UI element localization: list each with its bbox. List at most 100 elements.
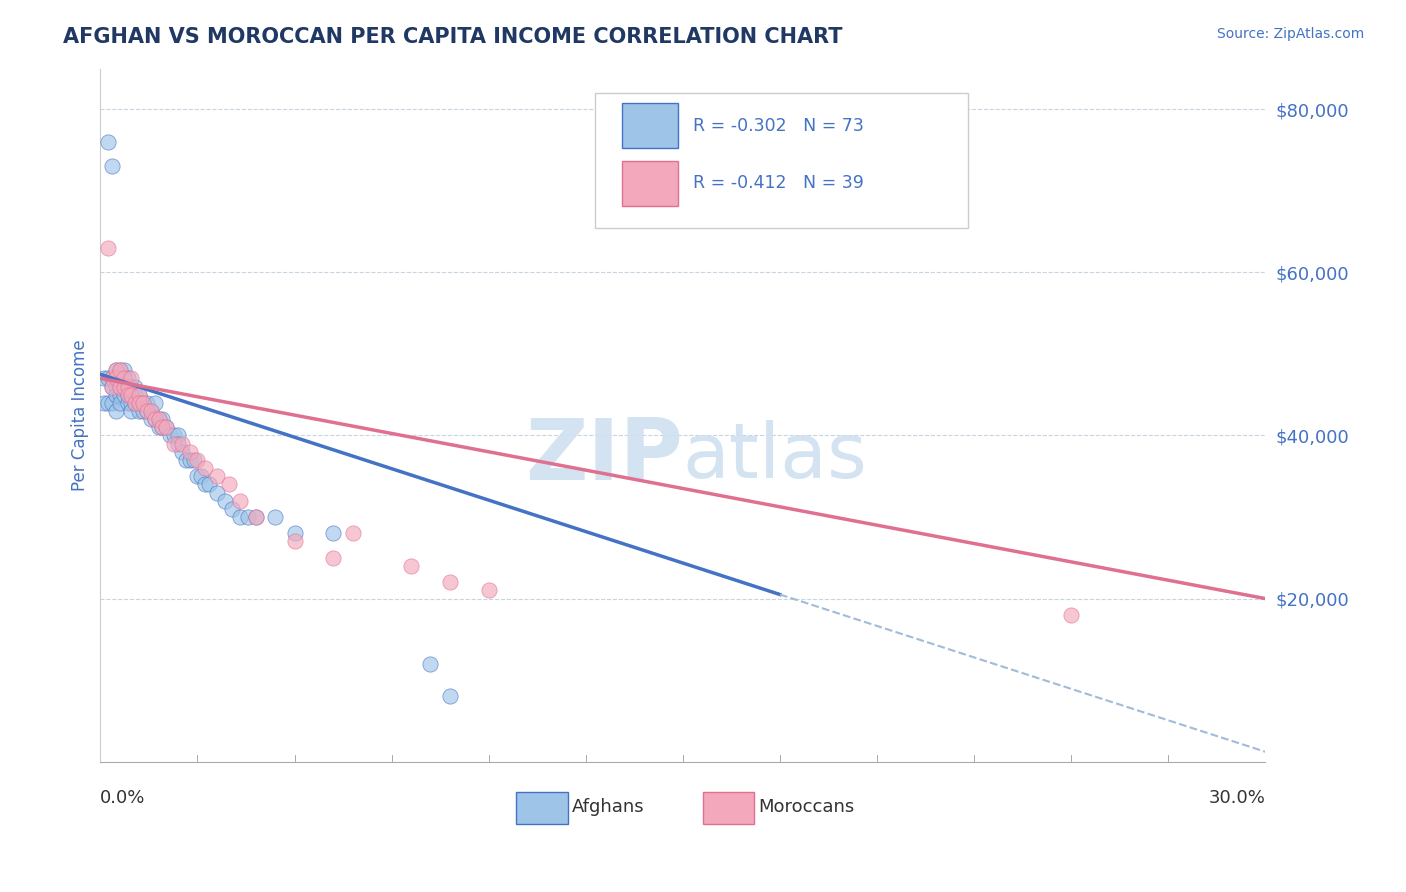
Point: [117, 379, 139, 393]
Point: [198, 477, 221, 491]
Point: [128, 387, 150, 401]
Point: [101, 160, 124, 174]
Point: [152, 420, 174, 434]
FancyBboxPatch shape: [596, 93, 969, 228]
Point: [93, 396, 115, 410]
Point: [139, 404, 162, 418]
Point: [136, 404, 159, 418]
Point: [245, 510, 267, 524]
Point: [183, 453, 205, 467]
Point: [236, 510, 259, 524]
Point: [322, 550, 344, 565]
FancyBboxPatch shape: [623, 161, 678, 206]
Point: [155, 420, 177, 434]
Point: [190, 469, 212, 483]
Point: [143, 412, 166, 426]
Point: [104, 379, 127, 393]
Point: [97, 371, 120, 385]
Point: [205, 485, 228, 500]
Text: 0.0%: 0.0%: [100, 789, 146, 807]
Point: [439, 575, 461, 590]
Point: [104, 371, 127, 385]
Point: [152, 412, 174, 426]
Point: [132, 396, 155, 410]
Point: [101, 379, 124, 393]
Point: [108, 379, 131, 393]
Point: [221, 501, 243, 516]
Point: [112, 363, 135, 377]
Point: [120, 404, 142, 418]
FancyBboxPatch shape: [703, 792, 754, 824]
Point: [101, 396, 124, 410]
Point: [218, 477, 240, 491]
Point: [124, 387, 146, 401]
Point: [108, 371, 131, 385]
Point: [108, 379, 131, 393]
Point: [104, 387, 127, 401]
Point: [194, 461, 217, 475]
Point: [1060, 607, 1083, 622]
Point: [264, 510, 287, 524]
Text: ZIP: ZIP: [524, 415, 683, 498]
Point: [229, 493, 252, 508]
Point: [128, 387, 150, 401]
Point: [112, 371, 135, 385]
Point: [104, 371, 127, 385]
Point: [101, 371, 124, 385]
Point: [97, 135, 120, 149]
Point: [186, 453, 208, 467]
Point: [132, 404, 155, 418]
Point: [124, 396, 146, 410]
Point: [283, 526, 305, 541]
Point: [108, 363, 131, 377]
Text: atlas: atlas: [683, 419, 868, 493]
Point: [108, 363, 131, 377]
Point: [229, 510, 252, 524]
Text: R = -0.412   N = 39: R = -0.412 N = 39: [693, 174, 865, 193]
Point: [170, 436, 193, 450]
Text: Moroccans: Moroccans: [759, 797, 855, 815]
Point: [439, 690, 461, 704]
Point: [120, 387, 142, 401]
Point: [97, 396, 120, 410]
Point: [120, 396, 142, 410]
Point: [136, 404, 159, 418]
Point: [104, 363, 127, 377]
Point: [179, 453, 201, 467]
Point: [104, 404, 127, 418]
Point: [419, 657, 441, 671]
Point: [143, 396, 166, 410]
Point: [139, 404, 162, 418]
Point: [167, 436, 190, 450]
Text: Source: ZipAtlas.com: Source: ZipAtlas.com: [1216, 27, 1364, 41]
Point: [108, 387, 131, 401]
Point: [128, 404, 150, 418]
Point: [283, 534, 305, 549]
Point: [167, 428, 190, 442]
Text: AFGHAN VS MOROCCAN PER CAPITA INCOME CORRELATION CHART: AFGHAN VS MOROCCAN PER CAPITA INCOME COR…: [63, 27, 842, 46]
Point: [159, 428, 181, 442]
Point: [186, 469, 208, 483]
Point: [143, 412, 166, 426]
Text: 30.0%: 30.0%: [1209, 789, 1265, 807]
Point: [101, 371, 124, 385]
Point: [112, 379, 135, 393]
Point: [148, 412, 170, 426]
Point: [112, 379, 135, 393]
Point: [214, 493, 236, 508]
Point: [163, 428, 186, 442]
Point: [120, 371, 142, 385]
Point: [342, 526, 364, 541]
Point: [112, 387, 135, 401]
Point: [163, 436, 186, 450]
Point: [245, 510, 267, 524]
Point: [117, 371, 139, 385]
Point: [148, 412, 170, 426]
Point: [179, 444, 201, 458]
Point: [117, 379, 139, 393]
Point: [124, 396, 146, 410]
Point: [97, 241, 120, 255]
Point: [128, 396, 150, 410]
Point: [124, 379, 146, 393]
Point: [155, 420, 177, 434]
